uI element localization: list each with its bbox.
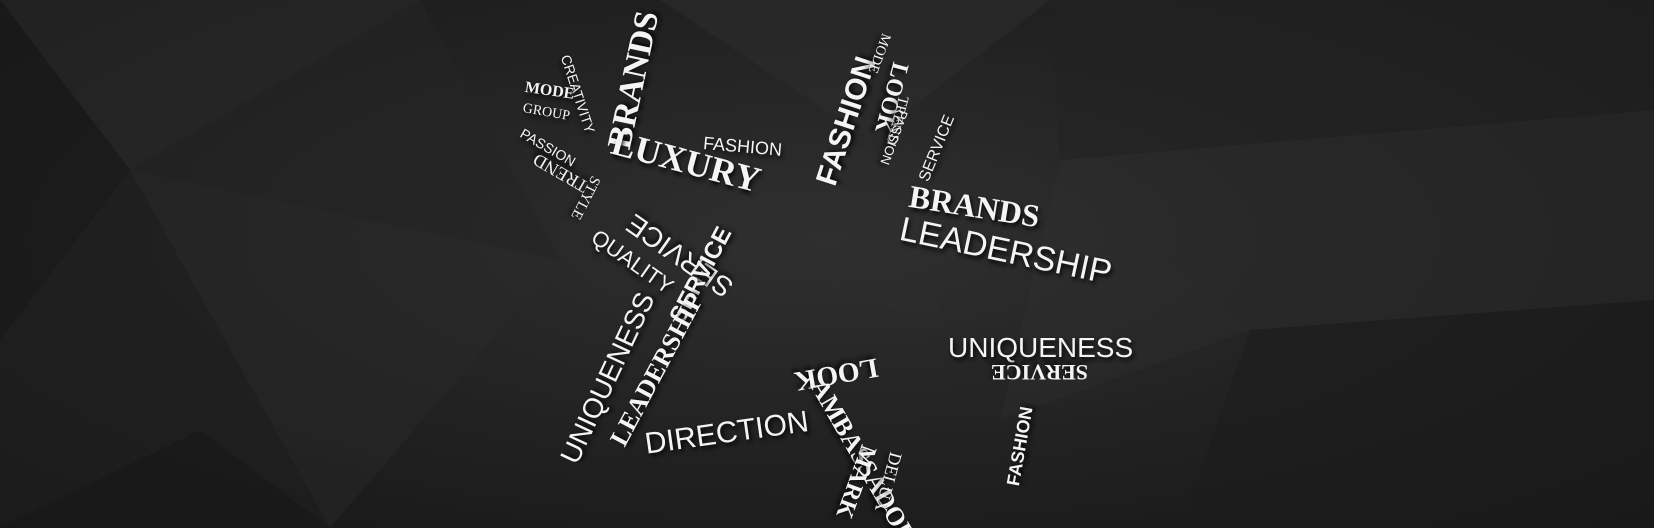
bg-facet	[0, 170, 330, 528]
word-service: SERVICE	[990, 360, 1088, 385]
bg-facet	[1000, 160, 1250, 420]
bg-facet	[700, 140, 950, 330]
bg-facet	[1180, 300, 1654, 528]
bg-facet	[130, 0, 560, 260]
bg-facet	[130, 170, 560, 528]
bg-facet	[0, 0, 130, 340]
bg-facet	[660, 0, 1050, 140]
word-uniqueness: UNIQUENESS	[948, 332, 1134, 363]
bg-facet	[0, 0, 420, 170]
bg-facet	[1060, 110, 1654, 330]
bg-facet	[1050, 0, 1654, 160]
bg-facet	[0, 430, 330, 528]
